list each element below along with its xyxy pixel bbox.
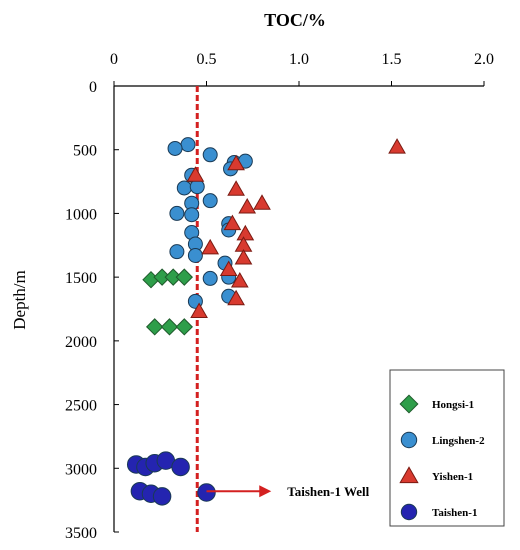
hongsi-1-point [145, 318, 164, 336]
yishen-1-point [227, 154, 245, 171]
lingshen-2-point [187, 247, 203, 263]
yishen-1-point [238, 198, 257, 214]
annotation: Taishen-1 Well [206, 484, 370, 499]
x-tick-label: 0 [110, 51, 118, 68]
lingshen-2-point [189, 179, 205, 195]
y-tick-label: 1500 [65, 270, 97, 287]
lingshen-2-point [176, 180, 192, 196]
lingshen-2-point [184, 207, 200, 223]
taishen-1-point [197, 483, 216, 502]
x-tick-label: 2.0 [474, 51, 494, 68]
lingshen-2-point [202, 147, 218, 163]
yishen-1-point [230, 271, 249, 288]
taishen-1-point [171, 457, 190, 477]
annotation-label: Taishen-1 Well [287, 484, 369, 499]
legend-label: Lingshen-2 [432, 435, 485, 447]
y-axis-label: Depth/m [10, 270, 29, 330]
lingshen-2-point [202, 193, 218, 209]
x-tick-label: 0.5 [197, 51, 217, 68]
legend-marker [400, 503, 418, 521]
axes: 0 0.5 1.0 1.5 2.0 0 500 1000 1500 2000 2500 3000 350… [65, 51, 494, 542]
yishen-1-point [219, 260, 238, 276]
y-tick-label: 2500 [65, 398, 97, 415]
x-tick-label: 1.5 [382, 51, 402, 68]
y-tick-label: 3500 [65, 525, 97, 542]
legend-marker [399, 466, 419, 484]
lingshen-2-point [202, 270, 218, 286]
legend-box [389, 369, 505, 527]
y-tick-label: 1000 [65, 206, 97, 223]
legend-marker [400, 431, 418, 449]
yishen-1-point [253, 194, 271, 210]
lingshen-2-point [180, 137, 196, 153]
legend-label: Hongsi-1 [432, 399, 474, 411]
annotation-arrow-head [259, 485, 272, 498]
chart-title: TOC/% [264, 10, 326, 30]
lingshen-2-point [167, 140, 183, 156]
yishen-1-point [186, 166, 205, 182]
y-tick-label: 500 [73, 143, 97, 160]
legend-label: Yishen-1 [432, 471, 473, 483]
legend-label: Taishen-1 [432, 507, 477, 519]
hongsi-1-point [175, 268, 194, 286]
yishen-1-point [223, 214, 242, 231]
legend-marker [399, 394, 419, 414]
hongsi-1-point [175, 318, 194, 336]
yishen-1-point [388, 138, 406, 154]
legend: Hongsi-1 Lingshen-2 Yishen-1 Taishen-1 [389, 369, 505, 527]
hongsi-1-point [160, 318, 179, 336]
yishen-1-point [227, 180, 245, 196]
y-tick-label: 3000 [65, 461, 97, 478]
x-tick-label: 1.0 [289, 51, 309, 68]
data-points [126, 137, 406, 506]
yishen-1-point [234, 249, 253, 265]
y-tick-label: 2000 [65, 334, 97, 351]
taishen-1-point [152, 487, 172, 506]
lingshen-2-point [169, 244, 185, 260]
yishen-1-point [201, 238, 220, 255]
y-tick-label: 0 [89, 79, 97, 96]
lingshen-2-point [169, 205, 185, 221]
yishen-1-point [190, 302, 208, 319]
yishen-1-point [227, 289, 245, 306]
